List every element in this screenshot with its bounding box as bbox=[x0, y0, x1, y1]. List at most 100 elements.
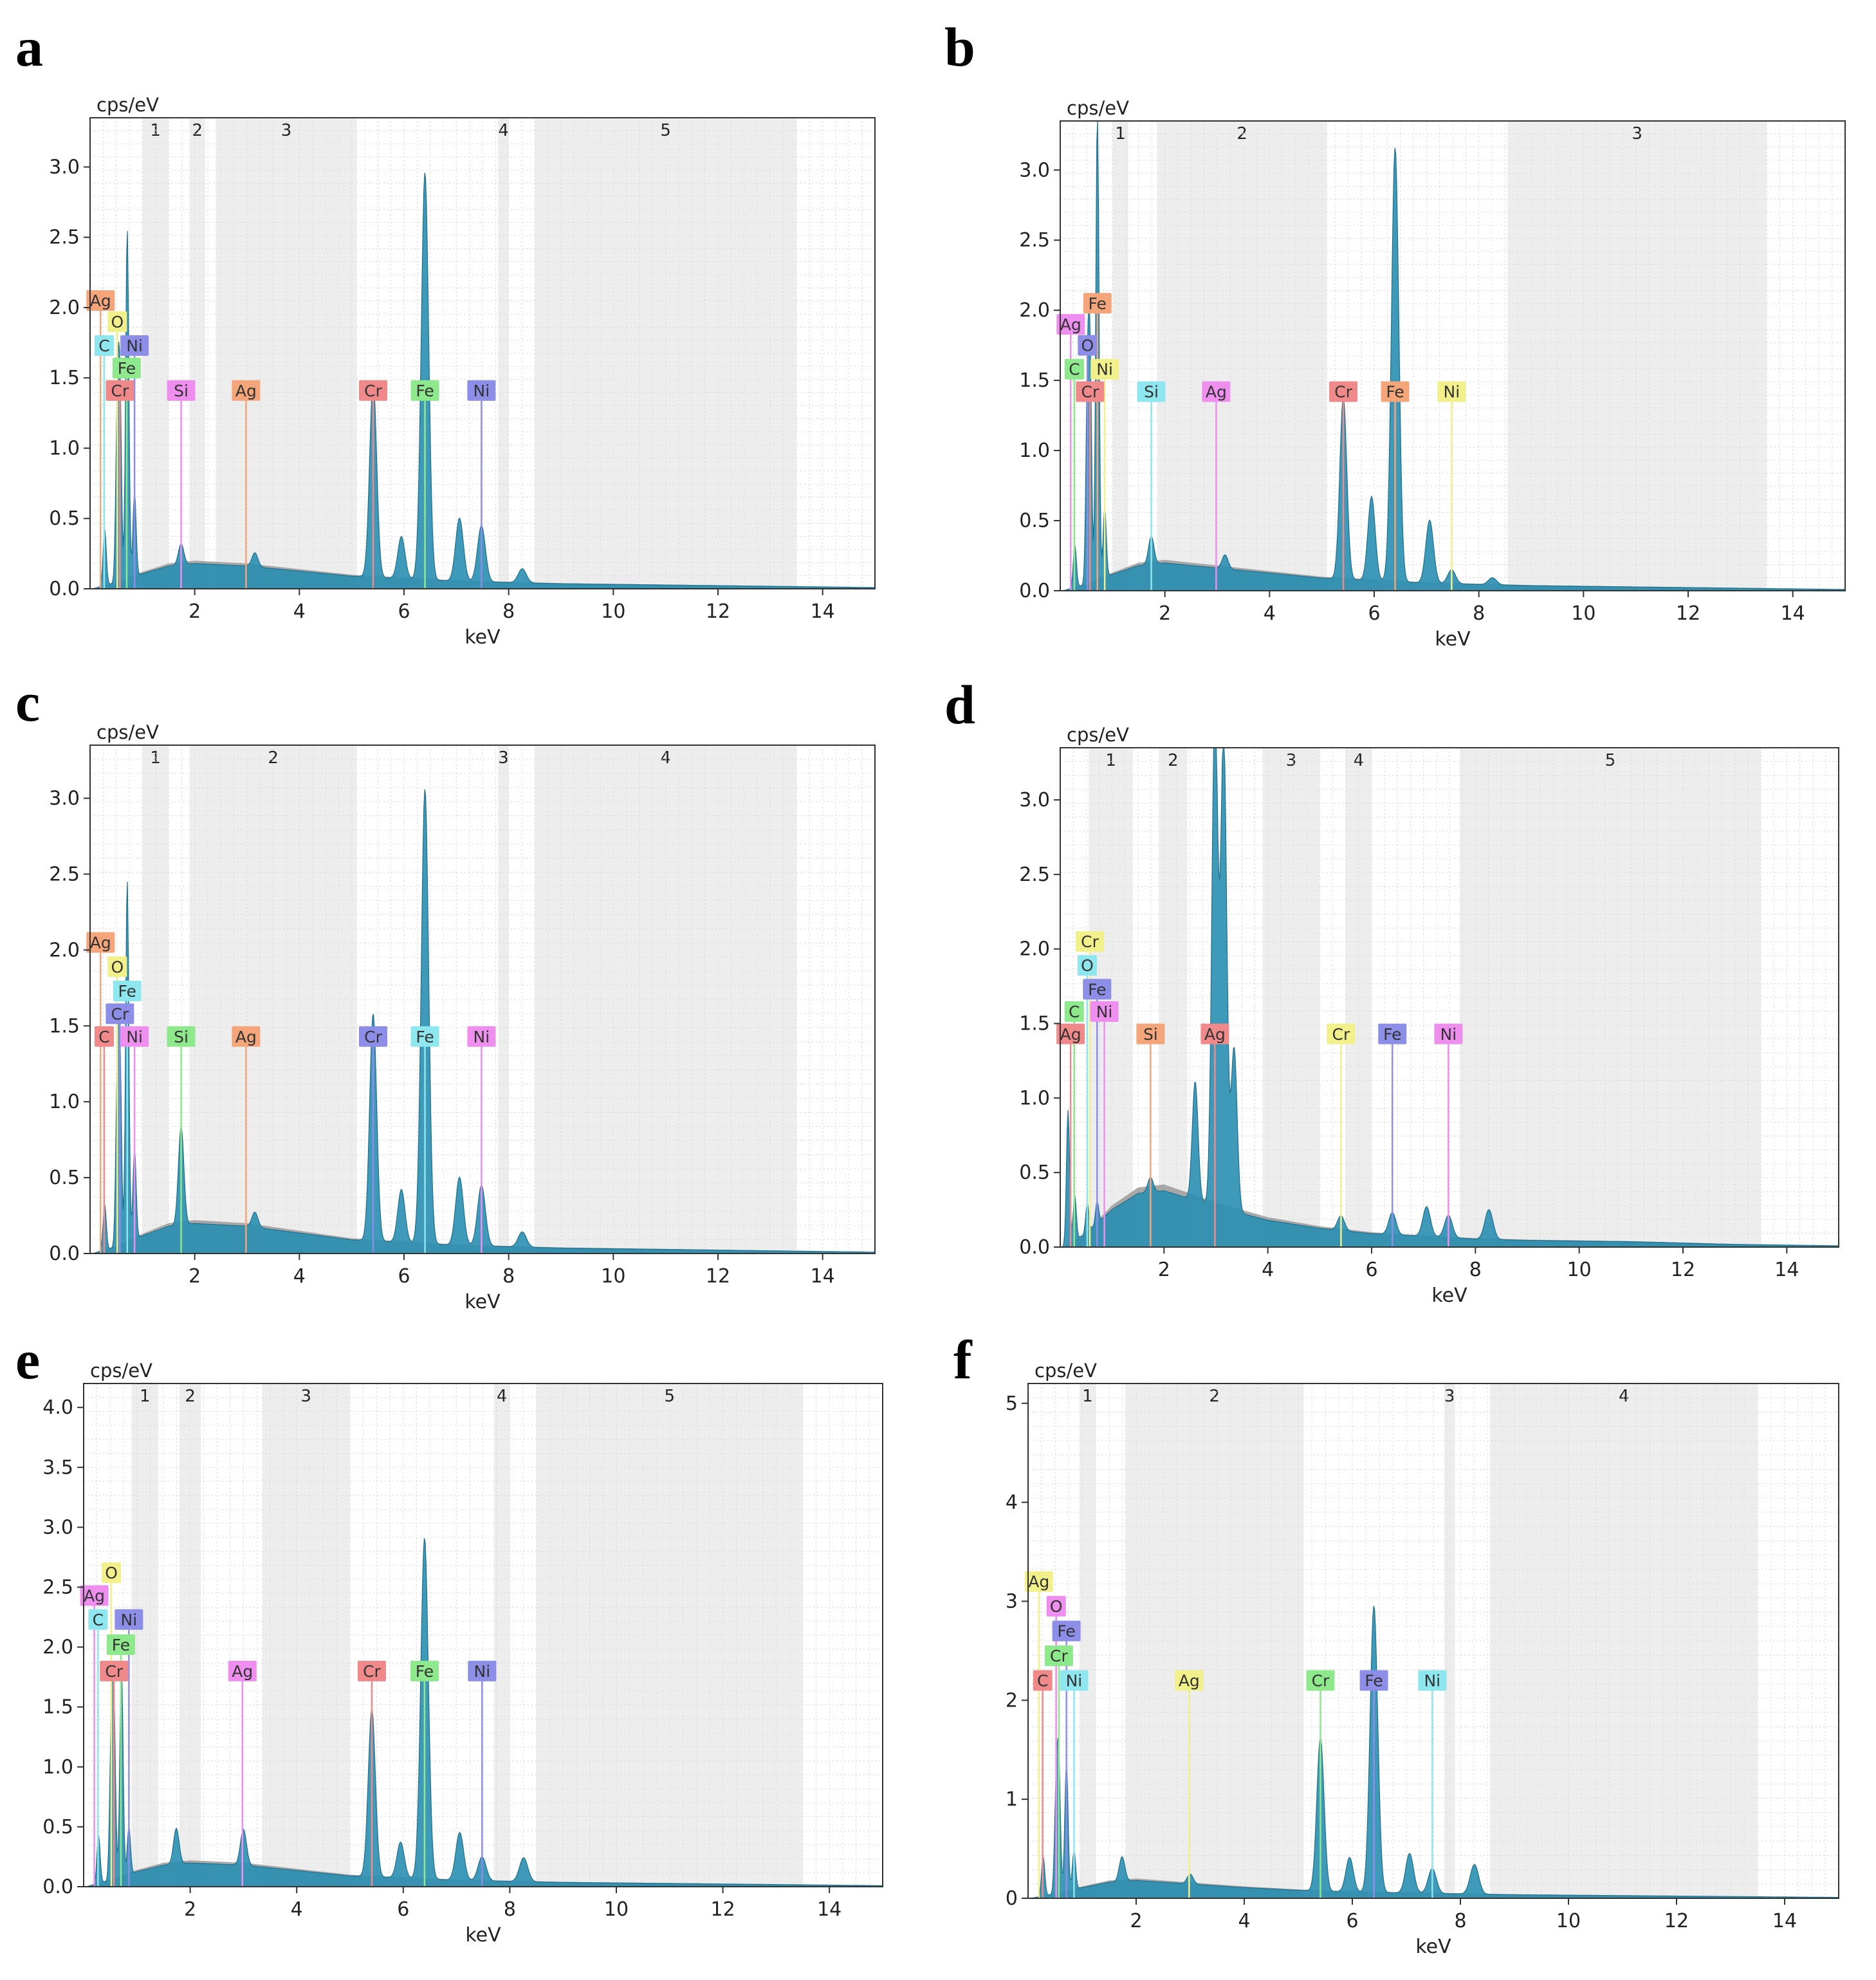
element-label-box bbox=[94, 1026, 114, 1047]
element-label-box bbox=[1137, 381, 1166, 402]
element-label-text: Ag bbox=[90, 934, 111, 952]
element-label-box bbox=[88, 1609, 108, 1630]
y-tick-label: 1.5 bbox=[1019, 369, 1050, 392]
y-axis-label: cps/eV bbox=[1067, 724, 1129, 746]
element-label-box bbox=[106, 1634, 135, 1655]
y-tick-label: 1.0 bbox=[1019, 1087, 1050, 1109]
element-label-box bbox=[1076, 381, 1105, 402]
panel-a: a 12345AgOCNiFeCrSiAgCrFeNi24681012140.0… bbox=[0, 0, 939, 650]
grid bbox=[1060, 120, 1846, 591]
element-label-text: Ag bbox=[235, 382, 257, 400]
element-label-text: O bbox=[111, 958, 124, 976]
element-label-text: Ag bbox=[1060, 1025, 1081, 1044]
y-tick-label: 2.5 bbox=[49, 227, 80, 249]
x-tick-label: 10 bbox=[1556, 1910, 1581, 1932]
x-tick-label: 2 bbox=[184, 1898, 196, 1921]
element-label-text: Ag bbox=[1179, 1672, 1200, 1690]
element-label: O bbox=[1078, 335, 1098, 356]
element-label: Ni bbox=[1434, 1023, 1463, 1044]
element-label: Fe bbox=[410, 1660, 439, 1681]
region-label: 1 bbox=[140, 1387, 151, 1406]
element-label: Si bbox=[167, 1026, 196, 1047]
y-tick-label: 2.5 bbox=[1019, 229, 1050, 252]
element-label-text: O bbox=[1081, 337, 1094, 355]
element-label-box bbox=[1056, 1023, 1085, 1044]
element-label-text: Cr bbox=[111, 382, 129, 400]
y-tick-label: 2.5 bbox=[1019, 864, 1050, 886]
element-label-text: C bbox=[98, 337, 109, 355]
element-label-box bbox=[1083, 979, 1112, 1000]
element-label: Ni bbox=[120, 1026, 149, 1047]
x-tick-label: 8 bbox=[1469, 1259, 1482, 1281]
element-label-box bbox=[1033, 1670, 1053, 1691]
element-label-text: Ni bbox=[1444, 383, 1460, 402]
element-label-text: Cr bbox=[105, 1662, 123, 1681]
panel-c: c 1 2 3 4 Ag O Fe Cr C Ni Si Ag Cr Fe Ni 2 4 6 8 10 12 14 0.0 0… bbox=[0, 650, 939, 1319]
plot-frame bbox=[89, 745, 876, 1254]
spectrum-area bbox=[92, 789, 876, 1254]
element-label-box bbox=[1090, 358, 1119, 380]
element-label-text: Ni bbox=[1096, 1003, 1113, 1021]
element-label: Cr bbox=[1327, 1023, 1356, 1044]
spectrum-area bbox=[1031, 1605, 1839, 1899]
element-label-text: Ag bbox=[1028, 1573, 1049, 1591]
x-tick-label: 8 bbox=[504, 1898, 516, 1921]
element-label: C bbox=[94, 1026, 114, 1047]
element-label: Ag bbox=[1056, 1023, 1085, 1044]
y-tick-label: 5 bbox=[1006, 1392, 1018, 1415]
element-label-text: C bbox=[1037, 1672, 1048, 1690]
element-label-box bbox=[467, 1026, 496, 1047]
element-label: Ni bbox=[1090, 358, 1119, 380]
element-label-text: Fe bbox=[1386, 383, 1404, 402]
y-tick-label: 1.0 bbox=[49, 1091, 80, 1113]
element-label: O bbox=[1077, 955, 1097, 976]
x-tick-label: 10 bbox=[1567, 1259, 1592, 1281]
element-label-box bbox=[106, 1003, 134, 1024]
region-label: 1 bbox=[1105, 751, 1116, 770]
element-label-box bbox=[120, 335, 149, 356]
y-tick-label: 1.5 bbox=[49, 1015, 80, 1037]
y-tick-label: 0.5 bbox=[1019, 510, 1050, 532]
y-axis-label: cps/eV bbox=[1067, 97, 1129, 119]
element-label-box bbox=[1083, 293, 1112, 314]
element-label: C bbox=[1064, 358, 1084, 380]
element-label: Ni bbox=[115, 1609, 143, 1630]
region-label: 2 bbox=[192, 121, 203, 140]
element-label-text: Cr bbox=[1332, 1025, 1350, 1044]
region-label: 4 bbox=[497, 1387, 508, 1406]
region-label: 2 bbox=[1209, 1387, 1220, 1406]
element-label-box bbox=[1052, 1620, 1081, 1642]
element-label: O bbox=[1046, 1596, 1066, 1617]
region-label: 4 bbox=[1619, 1387, 1630, 1406]
element-label-text: Fe bbox=[416, 382, 434, 400]
x-tick-label: 8 bbox=[1454, 1910, 1466, 1932]
x-tick-label: 12 bbox=[711, 1898, 735, 1921]
x-tick-label: 12 bbox=[1676, 602, 1700, 625]
y-tick-label: 3.0 bbox=[49, 788, 80, 810]
x-tick-label: 10 bbox=[1571, 602, 1596, 625]
element-label-box bbox=[1077, 955, 1097, 976]
element-label-text: Fe bbox=[112, 1636, 130, 1654]
element-label-box bbox=[1202, 381, 1231, 402]
y-tick-label: 0.5 bbox=[42, 1816, 73, 1838]
element-label-text: O bbox=[111, 313, 124, 331]
region-label: 3 bbox=[1286, 751, 1297, 770]
spectrum-area bbox=[86, 1538, 883, 1887]
x-tick-label: 6 bbox=[1346, 1910, 1358, 1932]
element-label: Fe bbox=[1083, 293, 1112, 314]
x-tick-label: 14 bbox=[811, 600, 835, 623]
element-label-text: O bbox=[1050, 1597, 1063, 1616]
x-tick-label: 2 bbox=[1158, 1259, 1170, 1281]
element-label: Cr bbox=[106, 380, 134, 401]
eds-spectrum-chart: 12345AgOCNiFeCrSiAgCrFeNi24681012140.00.… bbox=[49, 94, 876, 649]
element-label: Si bbox=[167, 380, 196, 401]
y-tick-label: 3.0 bbox=[1019, 789, 1050, 811]
element-label: Cr bbox=[1075, 931, 1104, 952]
element-label-box bbox=[113, 981, 142, 1002]
element-label-box bbox=[468, 1660, 497, 1681]
element-label-box bbox=[232, 380, 261, 401]
element-label-text: Fe bbox=[118, 359, 136, 378]
element-label-box bbox=[410, 1026, 439, 1047]
